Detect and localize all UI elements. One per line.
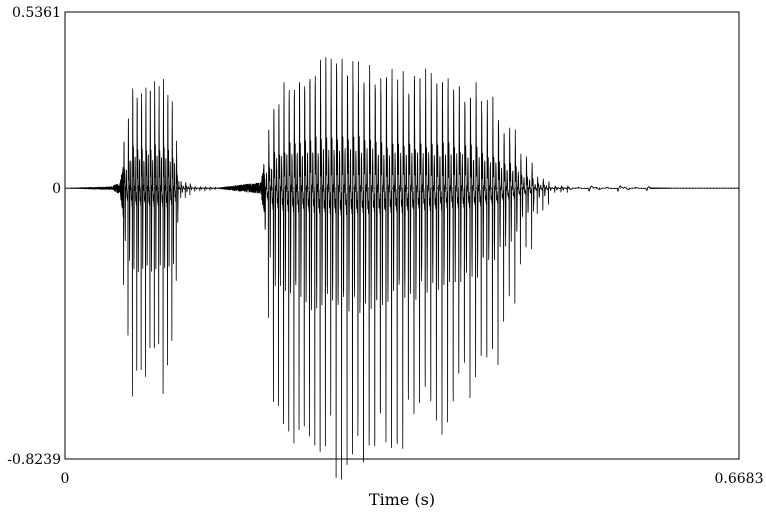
plot-frame bbox=[64, 11, 740, 460]
waveform-series bbox=[64, 57, 740, 480]
x-axis-title: Time (s) bbox=[369, 490, 435, 509]
x-tick-label-end: 0.6683 bbox=[715, 471, 764, 487]
plot-area bbox=[64, 11, 740, 480]
y-tick-label-zero: 0 bbox=[52, 181, 61, 197]
y-tick-label-max: 0.5361 bbox=[12, 5, 61, 21]
x-tick-label-start: 0 bbox=[61, 471, 70, 487]
y-tick-label-min: -0.8239 bbox=[7, 452, 61, 468]
